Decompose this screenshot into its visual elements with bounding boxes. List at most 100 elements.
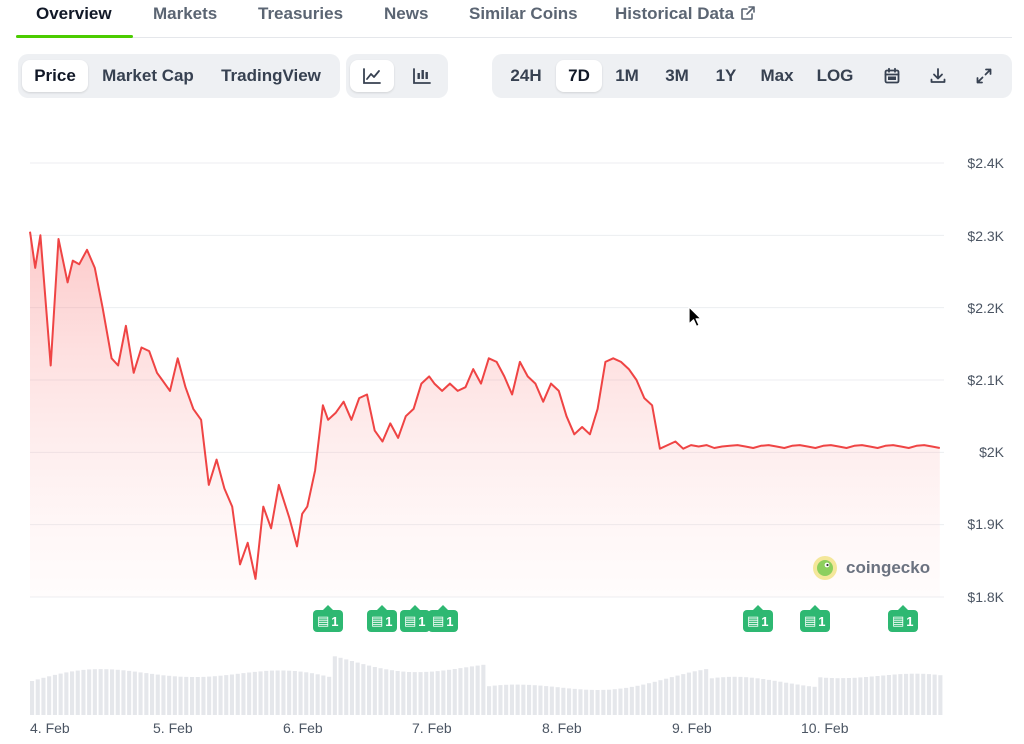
volume-bar xyxy=(818,677,823,715)
news-count: 1 xyxy=(761,613,769,629)
volume-bar xyxy=(161,675,166,715)
volume-bar xyxy=(801,685,806,715)
news-marker[interactable]: ▤ 1 xyxy=(800,610,830,632)
range-max-button[interactable]: Max xyxy=(760,66,794,85)
volume-bar xyxy=(527,684,532,715)
download-button[interactable] xyxy=(916,60,960,92)
watermark-text: coingecko xyxy=(846,558,931,577)
volume-bar xyxy=(726,676,731,715)
volume-bar xyxy=(624,687,629,715)
volume-bar xyxy=(389,670,394,715)
y-tick-label: $1.9K xyxy=(967,516,1004,532)
download-icon xyxy=(930,68,946,83)
y-tick-label: $2.1K xyxy=(967,372,1004,388)
price-chart[interactable]: $2.4K $2.3K $2.2K $2.1K $2K $1.9K $1.8K … xyxy=(0,110,1024,744)
line-chart-button[interactable] xyxy=(350,60,394,92)
y-tick-label: $2.4K xyxy=(967,155,1004,171)
candlestick-chart-icon xyxy=(413,68,431,84)
tab-historical-data-label: Historical Data xyxy=(615,4,735,23)
news-marker[interactable]: ▤ 1 xyxy=(367,610,397,632)
volume-bar xyxy=(235,673,240,715)
volume-bar xyxy=(304,672,309,715)
tab-bar: Overview Markets Treasuries News Similar… xyxy=(16,0,1012,38)
range-1m-button[interactable]: 1M xyxy=(615,66,639,85)
volume-bar xyxy=(578,689,583,715)
news-marker[interactable]: ▤ 1 xyxy=(888,610,918,632)
volume-bar xyxy=(384,669,389,715)
news-marker[interactable]: ▤ 1 xyxy=(313,610,343,632)
range-1y-button[interactable]: 1Y xyxy=(715,66,737,85)
price-button[interactable]: Price xyxy=(22,60,88,92)
news-count: 1 xyxy=(446,613,454,629)
volume-bar xyxy=(921,673,926,715)
volume-bar xyxy=(172,676,177,715)
range-7d-button[interactable]: 7D xyxy=(556,60,602,92)
y-tick-label: $2K xyxy=(979,444,1004,460)
volume-bar xyxy=(749,677,754,715)
volume-bar xyxy=(629,686,634,715)
volume-bar xyxy=(281,670,286,715)
news-marker[interactable]: ▤ 1 xyxy=(428,610,458,632)
news-count: 1 xyxy=(385,613,393,629)
volume-bar xyxy=(110,669,115,715)
news-count: 1 xyxy=(818,613,826,629)
volume-bar xyxy=(721,677,726,715)
coingecko-watermark: coingecko xyxy=(812,555,930,581)
volume-bar xyxy=(47,676,52,715)
volume-bar xyxy=(349,661,354,715)
volume-bar xyxy=(938,675,943,715)
volume-bar xyxy=(915,673,920,715)
volume-bar xyxy=(806,686,811,715)
news-marker[interactable]: ▤ 1 xyxy=(743,610,773,632)
volume-bar xyxy=(824,677,829,715)
candlestick-chart-button[interactable] xyxy=(400,60,444,92)
volume-bar xyxy=(87,669,92,715)
calendar-button[interactable] xyxy=(870,60,914,92)
volume-bar xyxy=(607,689,612,715)
volume-bar xyxy=(309,673,314,715)
volume-bar xyxy=(509,684,514,715)
tab-similar-coins[interactable]: Similar Coins xyxy=(469,4,578,23)
volume-bar xyxy=(378,668,383,715)
tab-treasuries[interactable]: Treasuries xyxy=(258,4,344,23)
chart-mode-toggle: Price Market Cap TradingView xyxy=(18,54,340,98)
volume-bar xyxy=(675,675,680,715)
tradingview-button[interactable]: TradingView xyxy=(221,66,321,85)
tab-overview[interactable]: Overview xyxy=(36,4,112,23)
volume-bar xyxy=(869,676,874,715)
volume-bar xyxy=(150,673,155,715)
y-tick-label: $1.8K xyxy=(967,589,1004,605)
tab-news[interactable]: News xyxy=(384,4,429,23)
volume-bar xyxy=(709,678,714,715)
volume-bar xyxy=(812,686,817,715)
volume-bar xyxy=(932,674,937,715)
volume-bar xyxy=(252,671,257,715)
x-tick-label: 5. Feb xyxy=(153,720,193,736)
volume-bar xyxy=(498,685,503,715)
volume-bar xyxy=(641,684,646,715)
range-24h-button[interactable]: 24H xyxy=(510,66,542,85)
news-marker[interactable]: ▤ 1 xyxy=(400,610,430,632)
volume-bar xyxy=(487,686,492,715)
volume-bar xyxy=(195,677,200,715)
x-tick-label: 7. Feb xyxy=(412,720,452,736)
tab-historical-data[interactable]: Historical Data xyxy=(615,4,756,24)
volume-bar xyxy=(395,671,400,715)
fullscreen-button[interactable] xyxy=(962,60,1006,92)
volume-bar xyxy=(41,677,46,715)
log-scale-button[interactable]: LOG xyxy=(816,66,854,85)
volume-bar xyxy=(75,670,80,715)
market-cap-button[interactable]: Market Cap xyxy=(102,66,194,85)
news-count: 1 xyxy=(906,613,914,629)
volume-bar xyxy=(98,669,103,715)
volume-bar xyxy=(269,670,274,715)
volume-bar xyxy=(58,673,63,715)
tab-markets[interactable]: Markets xyxy=(153,4,218,23)
range-3m-button[interactable]: 3M xyxy=(665,66,689,85)
volume-bar xyxy=(332,656,337,715)
volume-bar xyxy=(841,678,846,715)
volume-bar xyxy=(669,677,674,715)
volume-bar xyxy=(241,673,246,715)
volume-bar xyxy=(435,671,440,715)
volume-bar xyxy=(561,687,566,715)
